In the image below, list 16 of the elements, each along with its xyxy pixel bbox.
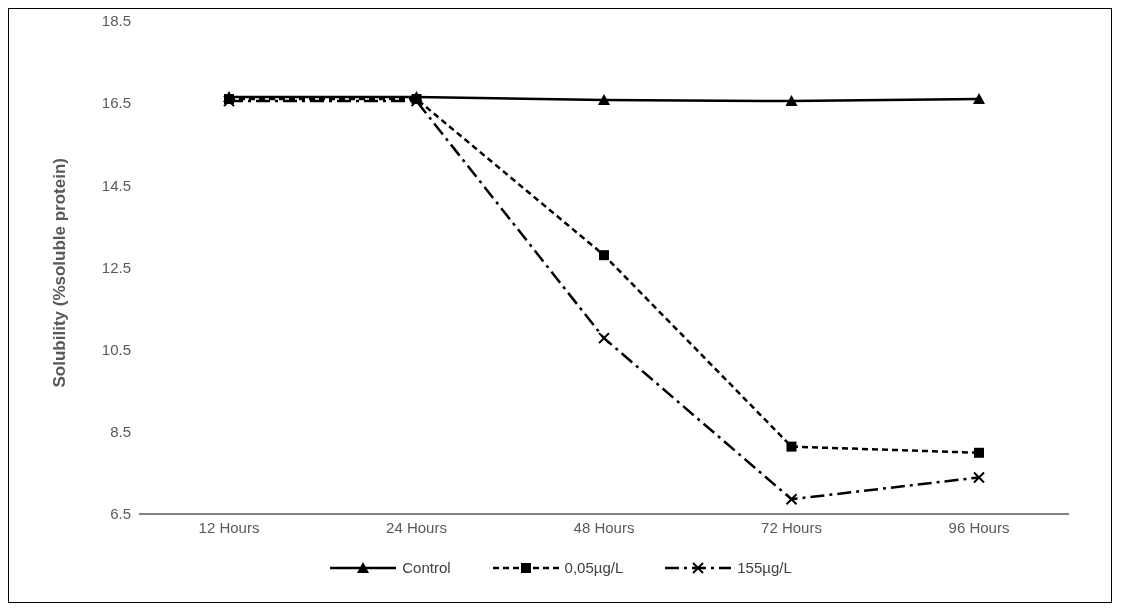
y-tick-label: 14.5 [101, 176, 131, 194]
y-tick-label: 18.5 [101, 12, 131, 30]
legend-label: 0,05µg/L [564, 559, 624, 576]
y-tick-label: 6.5 [110, 505, 131, 523]
y-tick-label: 10.5 [101, 340, 131, 358]
legend-label: 155µg/L [737, 559, 792, 576]
x-tick-label: 24 Hours [386, 518, 447, 536]
x-tick-label: 72 Hours [761, 518, 822, 536]
x-tick-label: 12 Hours [198, 518, 260, 536]
legend-label: Control [402, 559, 451, 576]
y-tick-label: 8.5 [110, 423, 131, 441]
y-tick-label: 16.5 [101, 94, 131, 112]
y-axis-title: Solubility (%soluble protein) [50, 158, 70, 388]
y-tick-label: 12.5 [101, 258, 131, 276]
x-tick-label: 96 Hours [948, 518, 1010, 536]
x-tick-label: 48 Hours [573, 518, 635, 536]
